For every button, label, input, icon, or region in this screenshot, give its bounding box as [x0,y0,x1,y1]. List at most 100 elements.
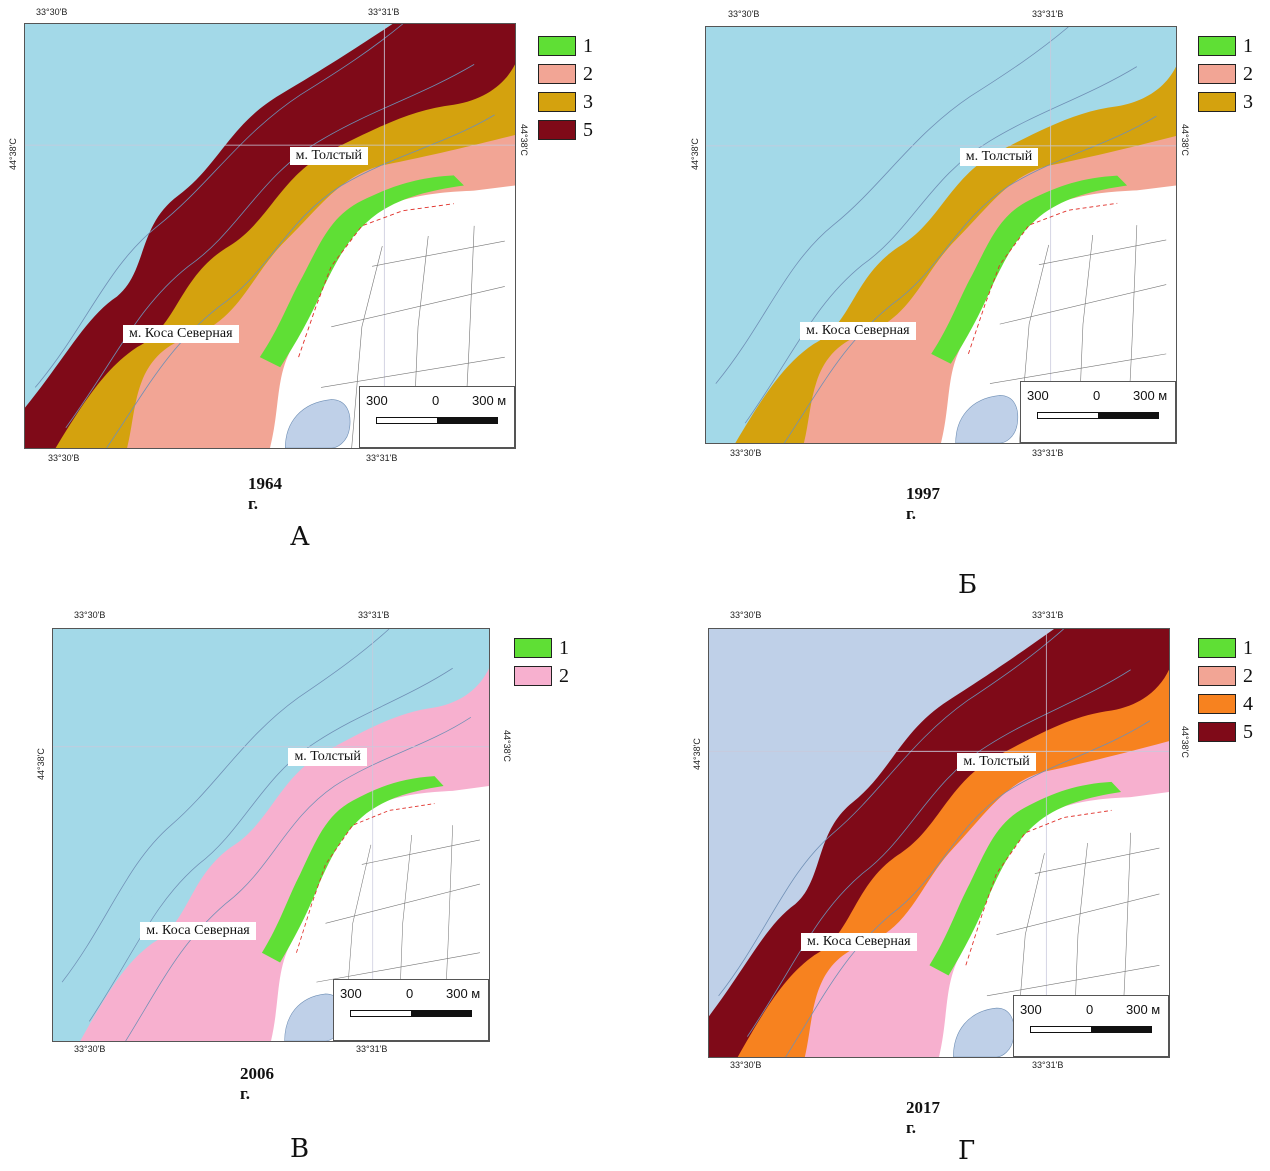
coord-top-left: 33°30'В [728,9,760,19]
legend-item: 4 [1198,690,1253,718]
legend-swatch [1198,92,1236,112]
legend-label: 3 [583,90,593,113]
legend-item: 5 [1198,718,1253,746]
map-b: м. Толстый м. Коса Северная 300 0 300 м [705,26,1177,444]
scale-ruler [350,1010,472,1017]
coord-bottom-right: 33°31'В [366,453,398,463]
year-caption: 1964 г. [248,474,282,513]
legend-swatch [538,120,576,140]
land-area [271,785,489,1041]
coord-top-right: 33°31'В [1032,9,1064,19]
legend-label: 5 [583,118,593,141]
parcel-line [1034,847,1160,874]
parcel-line [986,964,1160,997]
scale-bar: 300 0 300 м [333,979,489,1041]
legend-label: 2 [1243,664,1253,687]
boundary-line [296,803,435,953]
legend-label: 1 [559,636,569,659]
legend-swatch [1198,64,1236,84]
legend-item: 1 [514,634,569,662]
scale-bar: 300 0 300 м [359,386,515,448]
depth-contour [785,720,1151,1057]
coord-right: 44°38'С [1180,726,1190,758]
legend-label: 1 [1243,34,1253,57]
cape-kosa-label: м. Коса Северная [801,932,917,951]
legend-item: 2 [1198,60,1253,88]
legend-label: 4 [1243,692,1253,715]
scale-left-label: 300 [366,393,388,408]
legend-item: 5 [538,116,593,144]
boundary-line [965,809,1112,966]
coord-bottom-right: 33°31'В [1032,448,1064,458]
coord-top-right: 33°31'В [358,610,390,620]
scale-right-label: 300 м [472,393,507,408]
legend-label: 2 [559,664,569,687]
coord-right: 44°38'С [519,124,529,156]
panel-letter: В [290,1134,310,1164]
legend-label: 1 [1243,636,1253,659]
bay-area [285,399,351,448]
depth-contour [125,716,472,1041]
coord-bottom-left: 33°30'В [74,1044,106,1054]
legend-label: 2 [583,62,593,85]
scale-mid-label: 0 [432,393,440,408]
panel-letter: Б [958,570,978,600]
parcel-line [999,284,1167,325]
zone-shore [929,781,1122,976]
coord-top-left: 33°30'В [730,610,762,620]
parcel-line [320,356,505,388]
legend-item: 1 [1198,32,1253,60]
year-caption: 2017 г. [906,1098,940,1137]
map-legend: 1 2 3 5 [538,32,593,144]
legend-swatch [538,92,576,112]
coord-bottom-left: 33°30'В [730,1060,762,1070]
legend-swatch [1198,36,1236,56]
scale-left-label: 300 [1027,388,1049,403]
scale-bar: 300 0 300 м [1020,381,1176,443]
scale-ruler [376,417,498,424]
year-caption: 2006 г. [240,1064,274,1103]
coord-bottom-left: 33°30'В [48,453,80,463]
map-legend: 1 2 3 [1198,32,1253,116]
parcel-line [989,353,1167,384]
coord-left: 44°38'С [8,138,18,170]
legend-label: 1 [583,34,593,57]
map-drawing [709,629,1169,1057]
parcel-line [372,240,505,267]
coord-right: 44°38'С [1180,124,1190,156]
land-area [939,792,1169,1057]
depth-contour [718,629,1064,997]
land-area [270,185,515,448]
zone-shore [261,776,444,963]
legend-swatch [1198,666,1236,686]
bay-area [953,1007,1015,1057]
boundary-line [967,202,1118,355]
legend-item: 3 [1198,88,1253,116]
scale-right-label: 300 м [446,986,481,1001]
map-c: м. Толстый м. Коса Северная 300 0 300 м [52,628,490,1042]
coord-right: 44°38'С [502,730,512,762]
scale-left-label: 300 [340,986,362,1001]
cape-kosa-label: м. Коса Северная [140,921,256,940]
legend-item: 3 [538,88,593,116]
scale-mid-label: 0 [1093,388,1101,403]
bay-area [955,395,1019,443]
legend-swatch [514,638,552,658]
coord-left: 44°38'С [36,748,46,780]
cape-tolstiy-label: м. Толстый [288,748,367,767]
parcel-line [996,893,1160,936]
parcel-line [351,246,383,448]
year-caption: 1997 г. [906,484,940,523]
legend-swatch [1198,638,1236,658]
map-legend: 1 2 4 5 [1198,634,1253,746]
legend-item: 2 [514,662,569,690]
legend-label: 2 [1243,62,1253,85]
legend-swatch [514,666,552,686]
coord-bottom-left: 33°30'В [730,448,762,458]
scale-ruler [1037,412,1159,419]
zone-shore [259,175,464,368]
scale-mid-label: 0 [406,986,414,1001]
land-area [941,185,1176,443]
scale-left-label: 300 [1020,1002,1042,1017]
